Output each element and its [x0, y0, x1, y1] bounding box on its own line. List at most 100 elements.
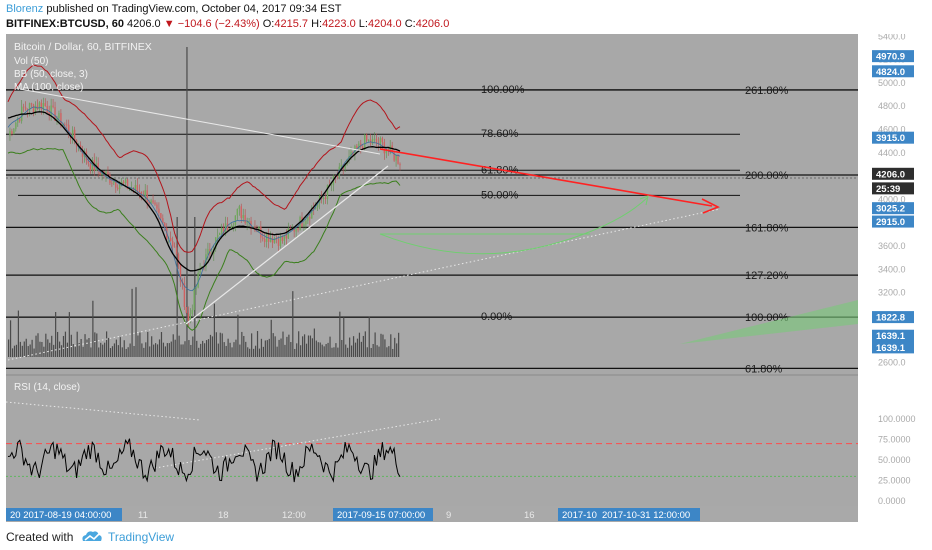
candle-body	[46, 106, 48, 113]
fib-ext-label: 200.00%	[745, 170, 789, 182]
price-chart[interactable]: 5400.05200.05000.04800.04600.04400.04200…	[0, 34, 932, 522]
volume-bar	[392, 348, 394, 357]
volume-bar	[249, 348, 251, 357]
rsi-title[interactable]: RSI (14, close)	[14, 382, 80, 393]
down-arrow-icon: ▼	[163, 18, 175, 30]
time-badge[interactable]	[6, 508, 122, 521]
price-badge[interactable]	[872, 215, 914, 228]
price-badge[interactable]	[872, 329, 914, 342]
candle-body	[152, 200, 154, 203]
volume-bar	[11, 348, 14, 357]
volume-bar	[202, 340, 204, 357]
volume-bar	[145, 342, 147, 357]
price-badge[interactable]	[872, 131, 914, 144]
volume-bar	[198, 347, 200, 357]
volume-bar	[256, 331, 259, 357]
volume-bar	[331, 347, 333, 357]
resistance-trendline	[19, 88, 381, 155]
candle-body	[11, 131, 13, 135]
price-badge[interactable]	[872, 311, 914, 324]
volume-bar	[337, 347, 339, 357]
candle-body	[34, 105, 37, 113]
candle-body	[354, 145, 356, 155]
price-badge[interactable]	[872, 202, 914, 215]
rsi-trendline	[6, 401, 201, 421]
candle-body	[140, 192, 142, 196]
volume-bar	[343, 317, 345, 357]
volume-bar	[70, 334, 72, 357]
candle-body	[309, 216, 311, 219]
volume-bar	[135, 287, 137, 357]
volume-bar	[215, 332, 217, 357]
time-badge[interactable]	[333, 508, 433, 521]
volume-bar	[21, 345, 23, 357]
rsi-tick-label: 75.0000	[878, 435, 911, 445]
x-tick-label: 18	[218, 510, 229, 521]
volume-bar	[213, 303, 215, 357]
candle-body	[173, 246, 176, 248]
volume-bar	[227, 338, 229, 357]
volume-bar	[319, 342, 321, 357]
volume-bar	[205, 340, 208, 357]
price-axis[interactable]	[858, 34, 932, 522]
candle-body	[148, 202, 150, 204]
volume-bar	[180, 344, 182, 357]
indicator-bollinger[interactable]: BB (50, close, 3)	[14, 69, 88, 80]
price-badge-label: 4970.9	[876, 52, 905, 63]
volume-bar	[258, 348, 261, 357]
tradingview-brand[interactable]: TradingView	[108, 530, 175, 544]
candle-body	[154, 202, 156, 205]
candle-body	[362, 146, 364, 150]
volume-bar	[31, 339, 33, 357]
volume-bar	[123, 340, 125, 357]
volume-bar	[374, 332, 376, 357]
volume-bar	[364, 331, 366, 357]
candle-body	[232, 225, 235, 227]
indicator-volume[interactable]: Vol (50)	[14, 56, 48, 67]
volume-bar	[372, 343, 374, 357]
price-badge[interactable]	[872, 65, 914, 78]
tradingview-logo-icon[interactable]	[80, 528, 104, 544]
fib-ext-label: 261.80%	[745, 85, 789, 97]
volume-bar	[45, 333, 47, 357]
volume-bar	[172, 334, 174, 357]
price-badge-label: 1639.1	[876, 331, 906, 342]
candle-body	[215, 237, 217, 249]
volume-bar	[15, 344, 18, 357]
time-badge[interactable]	[558, 508, 600, 521]
volume-bar	[223, 342, 225, 357]
candle-body	[191, 310, 193, 314]
candle-body	[385, 150, 387, 154]
candle-body	[285, 234, 288, 239]
candle-body	[315, 207, 317, 209]
indicator-ma[interactable]: MA (100, close)	[14, 82, 83, 93]
volume-bar	[149, 346, 151, 357]
low-label: L:	[358, 18, 368, 30]
volume-bar	[64, 331, 67, 357]
volume-bar	[192, 336, 194, 357]
volume-bar	[156, 344, 159, 357]
volume-bar	[394, 337, 396, 357]
candle-body	[236, 208, 239, 216]
price-badge[interactable]	[872, 341, 914, 354]
author-link[interactable]: Blorenz	[6, 3, 44, 15]
candle-body	[87, 160, 90, 164]
volume-bar	[292, 291, 294, 357]
time-badge[interactable]	[598, 508, 700, 521]
price-badge[interactable]	[872, 50, 914, 63]
candle-body	[330, 184, 333, 186]
chart-header: Blorenz published on TradingView.com, Oc…	[0, 0, 932, 34]
price-badge-label: 3025.2	[876, 204, 905, 215]
last-price-badge[interactable]	[872, 167, 914, 180]
volume-bar	[309, 335, 312, 357]
candle-body	[171, 241, 174, 247]
last-price-badge[interactable]	[872, 182, 914, 195]
volume-bar	[72, 344, 74, 357]
candle-body	[62, 124, 64, 126]
candle-body	[187, 312, 190, 321]
volume-bar	[209, 334, 212, 357]
candle-body	[364, 134, 366, 150]
volume-bar	[302, 336, 304, 357]
volume-bar	[362, 335, 364, 357]
volume-bar	[43, 346, 45, 357]
